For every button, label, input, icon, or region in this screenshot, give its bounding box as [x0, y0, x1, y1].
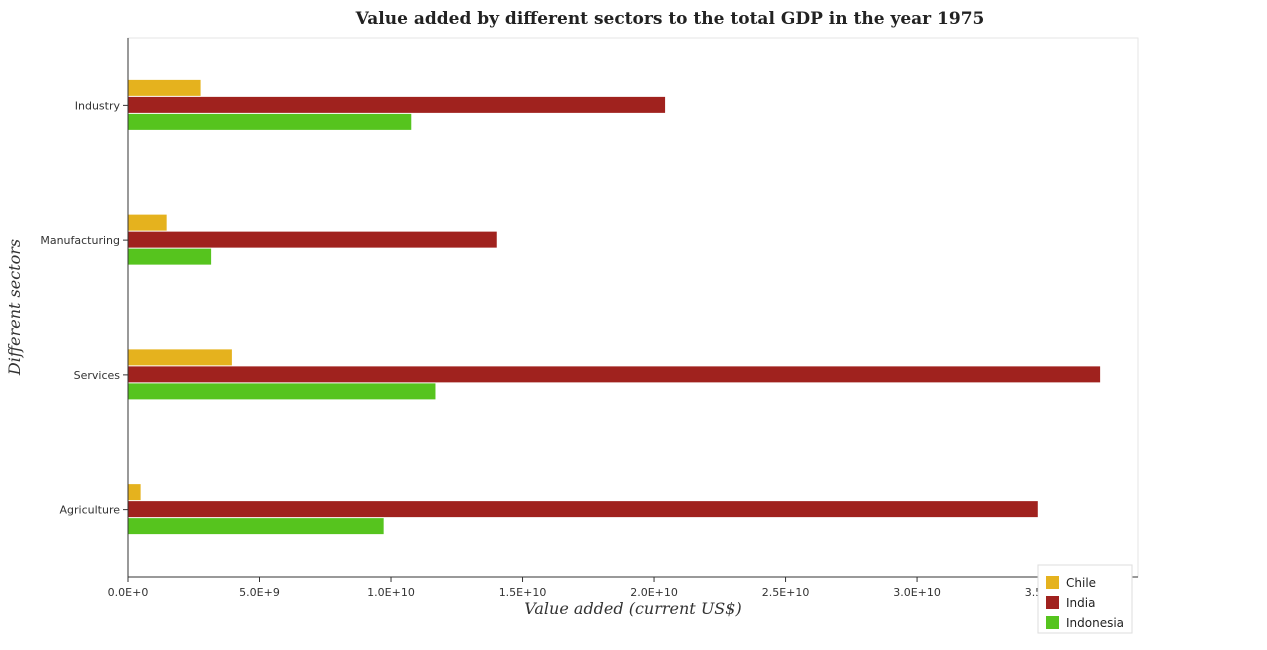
- bar-agriculture-indonesia: [128, 518, 384, 534]
- legend: Chile India Indonesia: [1038, 565, 1132, 633]
- x-tick-label: 1.5E+10: [499, 586, 547, 599]
- x-axis-label: Value added (current US$): [524, 599, 741, 618]
- bar-manufacturing-chile: [128, 215, 167, 231]
- x-tick-label: 2.5E+10: [762, 586, 810, 599]
- x-axis: 0.0E+0 5.0E+9 1.0E+10 1.5E+10 2.0E+10 2.5E+10…: [108, 577, 1138, 599]
- x-tick-label: 2.0E+10: [630, 586, 678, 599]
- x-tick-label: 5.0E+9: [239, 586, 280, 599]
- legend-swatch-indonesia: [1046, 616, 1059, 629]
- y-axis: Industry Manufacturing Services Agriculture: [40, 38, 128, 577]
- legend-label-india: India: [1066, 596, 1095, 610]
- bar-agriculture-chile: [128, 484, 141, 500]
- chart-title: Value added by different sectors to the …: [355, 9, 985, 29]
- bar-services-indonesia: [128, 383, 435, 399]
- bars-group: [128, 80, 1100, 534]
- legend-label-indonesia: Indonesia: [1066, 616, 1124, 630]
- x-tick-label: 3.0E+10: [893, 586, 941, 599]
- bar-agriculture-india: [128, 501, 1038, 517]
- bar-services-chile: [128, 349, 232, 365]
- y-axis-label: Different sectors: [5, 239, 24, 376]
- y-tick-label: Manufacturing: [40, 234, 120, 247]
- x-tick-label: 1.0E+10: [367, 586, 415, 599]
- bar-manufacturing-india: [128, 232, 497, 248]
- y-tick-label: Industry: [75, 99, 121, 112]
- legend-label-chile: Chile: [1066, 576, 1096, 590]
- bar-industry-chile: [128, 80, 201, 96]
- y-tick-label: Services: [74, 369, 121, 382]
- bar-industry-india: [128, 97, 665, 113]
- bar-services-india: [128, 366, 1100, 382]
- bar-industry-indonesia: [128, 114, 411, 130]
- legend-swatch-chile: [1046, 576, 1059, 589]
- legend-swatch-india: [1046, 596, 1059, 609]
- x-tick-label: 0.0E+0: [108, 586, 149, 599]
- bar-manufacturing-indonesia: [128, 249, 211, 265]
- y-tick-label: Agriculture: [60, 504, 121, 517]
